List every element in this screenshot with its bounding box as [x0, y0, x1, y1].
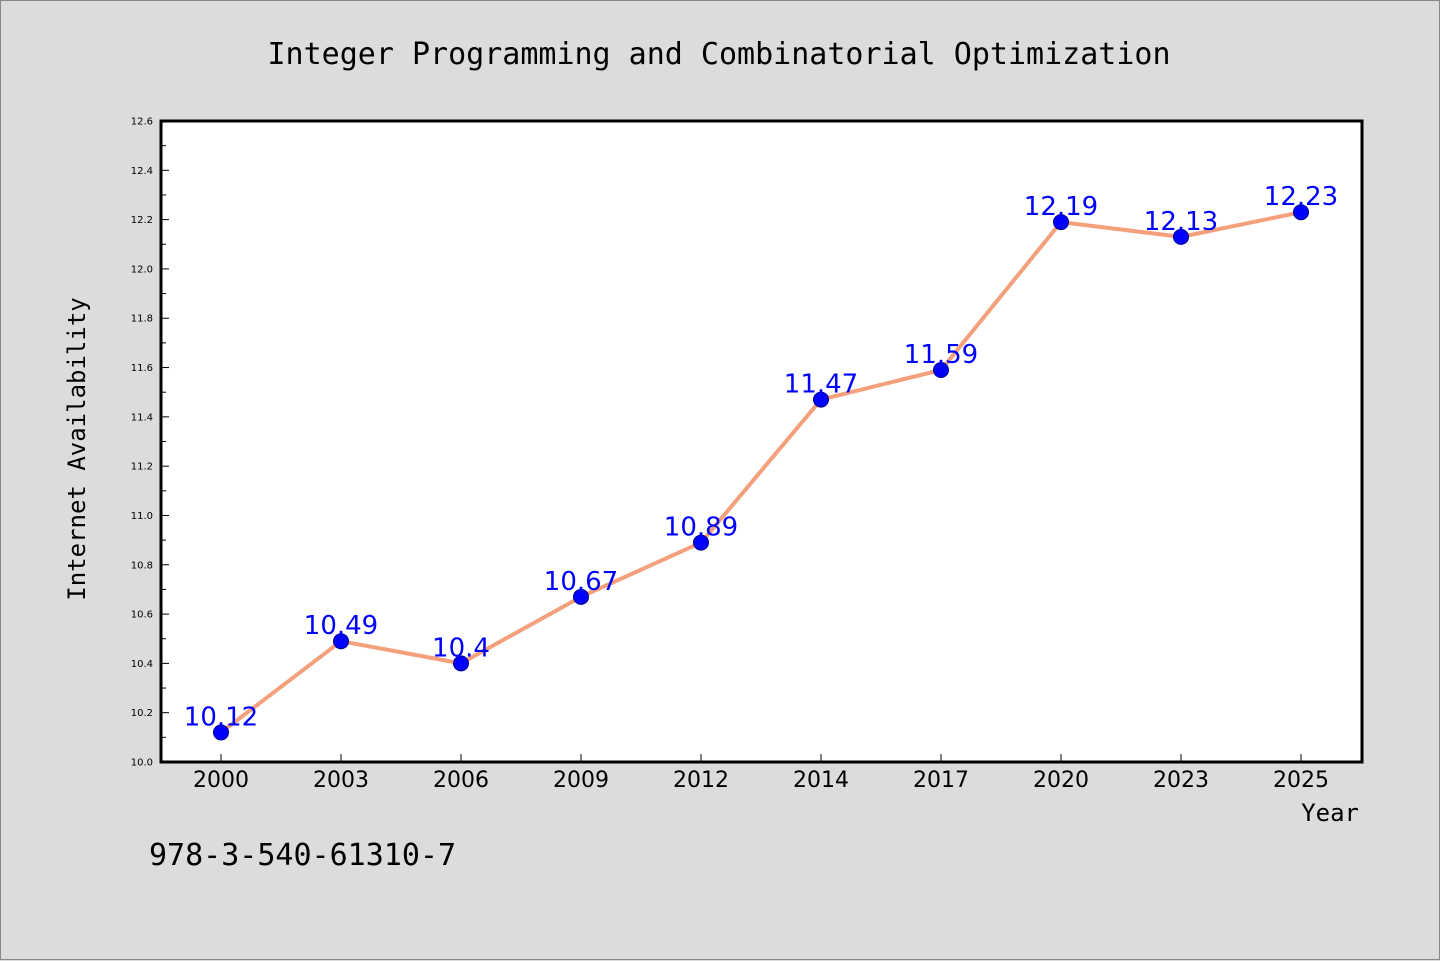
x-tick-label: 2003: [313, 768, 369, 793]
x-tick-label: 2025: [1273, 768, 1329, 793]
plot-border: [159, 119, 1364, 764]
y-tick-label: 10.0: [131, 758, 153, 769]
data-label: 10.49: [304, 611, 378, 641]
y-tick-label: 10.4: [131, 659, 153, 670]
data-point: [213, 724, 229, 741]
data-point: [1293, 204, 1309, 221]
x-tick-label: 2012: [673, 768, 729, 793]
y-tick-label: 12.4: [131, 166, 153, 177]
data-point: [573, 588, 589, 605]
x-tick-label: 2023: [1153, 768, 1209, 793]
data-label: 10.67: [544, 567, 618, 597]
plot-area: [161, 121, 1362, 762]
series-line: [219, 210, 1302, 735]
series-layer: [213, 204, 1309, 741]
data-point: [693, 534, 709, 551]
y-tick-label: 11.6: [131, 363, 153, 374]
data-label: 12.23: [1264, 182, 1338, 212]
data-point: [1173, 228, 1189, 245]
y-tick-label: 10.2: [131, 708, 153, 719]
chart-title: Integer Programming and Combinatorial Op…: [267, 37, 1170, 72]
x-axis: 2000 2003 2006 2009 2012 2014 2017 2020 2023 2025: [193, 754, 1329, 793]
y-axis-label: Internet Availability: [63, 297, 91, 600]
data-label: 10.89: [664, 513, 738, 543]
data-label: 12.13: [1144, 207, 1218, 237]
y-tick-label: 11.2: [131, 462, 153, 473]
x-tick-label: 2017: [913, 768, 969, 793]
data-point: [333, 633, 349, 650]
x-tick-label: 2006: [433, 768, 489, 793]
x-tick-label: 2020: [1033, 768, 1089, 793]
y-tick-label: 11.4: [131, 412, 153, 423]
y-tick-label: 12.0: [131, 264, 153, 275]
data-point: [813, 391, 829, 408]
y-tick-label: 12.2: [131, 215, 153, 226]
data-point: [933, 362, 949, 379]
data-point: [1053, 214, 1069, 231]
x-axis-label: Year: [1301, 799, 1359, 827]
y-tick-label: 11.0: [131, 511, 153, 522]
y-tick-label: 11.8: [131, 314, 153, 325]
data-label: 11.47: [784, 370, 858, 400]
y-tick-label: 10.6: [131, 610, 153, 621]
data-point: [453, 655, 469, 672]
x-tick-label: 2009: [553, 768, 609, 793]
x-tick-label: 2014: [793, 768, 849, 793]
data-label: 11.59: [904, 340, 978, 370]
data-label: 10.4: [432, 633, 490, 663]
x-tick-label: 2000: [193, 768, 249, 793]
data-label: 12.19: [1024, 192, 1098, 222]
data-label: 10.12: [184, 702, 258, 732]
y-tick-label: 10.8: [131, 560, 153, 571]
data-labels: 10.12 10.49 10.4 10.67 10.89 11.47 11.59 12.19 1…: [184, 182, 1338, 732]
y-tick-label: 12.6: [131, 117, 153, 128]
isbn-text: 978-3-540-61310-7: [149, 838, 456, 873]
